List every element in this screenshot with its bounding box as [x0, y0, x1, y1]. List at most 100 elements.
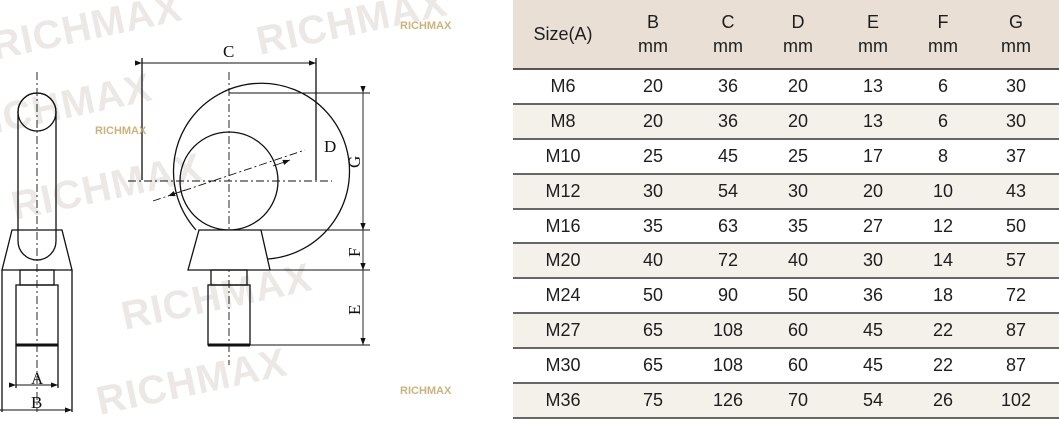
size-cell: M10 [513, 138, 613, 175]
value-cell: 37 [973, 138, 1059, 175]
value-cell: 30 [973, 69, 1059, 105]
column-unit: mm [1001, 36, 1031, 56]
column-letter: C [721, 12, 735, 32]
value-cell: 108 [693, 348, 763, 385]
value-cell: 30 [833, 243, 913, 280]
value-cell: 35 [613, 208, 693, 245]
table-row: M24 50 90 50 36 18 72 [513, 278, 1059, 315]
value-cell: 57 [973, 243, 1059, 280]
table-row: M12 30 54 30 20 10 43 [513, 173, 1059, 210]
value-cell: 13 [833, 103, 913, 140]
table-row: M30 65 108 60 45 22 87 [513, 348, 1059, 385]
dim-label-c: C [223, 42, 234, 61]
dim-label-b: B [31, 393, 42, 412]
front-view [128, 58, 370, 365]
column-letter: E [866, 12, 879, 32]
value-cell: 60 [763, 313, 833, 350]
column-header-size: Size(A) [513, 0, 613, 70]
value-cell: 70 [763, 383, 833, 419]
value-cell: 65 [613, 313, 693, 350]
value-cell: 20 [763, 69, 833, 105]
value-cell: 18 [913, 278, 973, 315]
column-letter: D [791, 12, 805, 32]
value-cell: 22 [913, 313, 973, 350]
value-cell: 40 [613, 243, 693, 280]
size-cell: M27 [513, 313, 613, 350]
value-cell: 30 [763, 173, 833, 210]
value-cell: 50 [973, 208, 1059, 245]
table-row: M36 75 126 70 54 26 102 [513, 383, 1059, 419]
size-cell: M24 [513, 278, 613, 315]
value-cell: 20 [613, 103, 693, 140]
value-cell: 40 [763, 243, 833, 280]
table-row: M6 20 36 20 13 6 30 [513, 69, 1059, 105]
column-unit: mm [928, 36, 958, 56]
eye-bolt-technical-drawing: A B C D G F E [0, 42, 370, 413]
value-cell: 50 [613, 278, 693, 315]
value-cell: 25 [613, 138, 693, 175]
side-view [0, 72, 73, 413]
value-cell: 108 [693, 313, 763, 350]
value-cell: 36 [693, 69, 763, 105]
value-cell: 8 [913, 138, 973, 175]
value-cell: 20 [613, 69, 693, 105]
watermark: RICHMAX [400, 385, 452, 397]
value-cell: 27 [833, 208, 913, 245]
value-cell: 22 [913, 348, 973, 385]
size-cell: M36 [513, 383, 613, 419]
dim-label-f: F [345, 248, 364, 257]
value-cell: 72 [973, 278, 1059, 315]
value-cell: 45 [833, 348, 913, 385]
value-cell: 60 [763, 348, 833, 385]
value-cell: 90 [693, 278, 763, 315]
value-cell: 63 [693, 208, 763, 245]
watermark: RICHMAX [95, 125, 147, 137]
table-row: M27 65 108 60 45 22 87 [513, 313, 1059, 350]
column-letter: F [937, 12, 949, 32]
column-unit: mm [638, 36, 668, 56]
value-cell: 102 [973, 383, 1059, 419]
watermark: RICHMAX [400, 20, 452, 32]
value-cell: 87 [973, 348, 1059, 385]
value-cell: 72 [693, 243, 763, 280]
value-cell: 87 [973, 313, 1059, 350]
value-cell: 75 [613, 383, 693, 419]
value-cell: 126 [693, 383, 763, 419]
value-cell: 26 [913, 383, 973, 419]
column-letter: G [1008, 12, 1023, 32]
value-cell: 36 [833, 278, 913, 315]
value-cell: 20 [833, 173, 913, 210]
table-row: M16 35 63 35 27 12 50 [513, 208, 1059, 245]
value-cell: 45 [693, 138, 763, 175]
value-cell: 65 [613, 348, 693, 385]
size-cell: M6 [513, 69, 613, 105]
value-cell: 13 [833, 69, 913, 105]
column-unit: mm [858, 36, 888, 56]
value-cell: 54 [833, 383, 913, 419]
value-cell: 45 [833, 313, 913, 350]
size-cell: M20 [513, 243, 613, 280]
dim-label-e: E [345, 305, 364, 315]
value-cell: 36 [693, 103, 763, 140]
column-unit: mm [783, 36, 813, 56]
value-cell: 20 [763, 103, 833, 140]
value-cell: 35 [763, 208, 833, 245]
dim-label-a: A [31, 369, 44, 388]
table-row: M20 40 72 40 30 14 57 [513, 243, 1059, 280]
value-cell: 6 [913, 103, 973, 140]
value-cell: 43 [973, 173, 1059, 210]
dim-label-d: D [324, 137, 336, 156]
value-cell: 6 [913, 69, 973, 105]
size-cell: M30 [513, 348, 613, 385]
value-cell: 25 [763, 138, 833, 175]
value-cell: 54 [693, 173, 763, 210]
value-cell: 50 [763, 278, 833, 315]
